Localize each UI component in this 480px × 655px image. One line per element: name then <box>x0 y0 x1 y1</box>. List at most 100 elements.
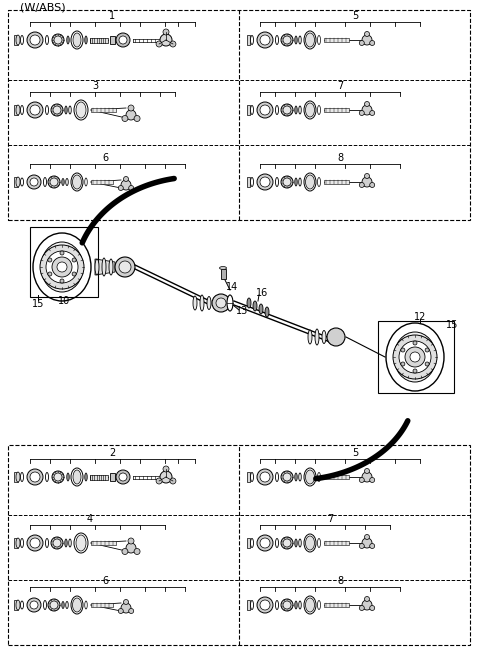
Circle shape <box>60 251 64 255</box>
Ellipse shape <box>276 178 278 187</box>
Ellipse shape <box>276 472 278 481</box>
Circle shape <box>48 272 52 276</box>
Polygon shape <box>324 108 349 112</box>
Circle shape <box>121 603 131 613</box>
Circle shape <box>115 257 135 277</box>
Circle shape <box>364 597 370 601</box>
Ellipse shape <box>62 179 64 185</box>
Polygon shape <box>14 538 18 548</box>
Circle shape <box>360 41 364 45</box>
Circle shape <box>128 538 134 544</box>
Ellipse shape <box>71 173 83 191</box>
Ellipse shape <box>74 533 88 553</box>
Ellipse shape <box>305 175 314 189</box>
Ellipse shape <box>21 35 24 45</box>
Circle shape <box>257 174 273 190</box>
Ellipse shape <box>304 468 316 486</box>
Ellipse shape <box>251 472 253 481</box>
Ellipse shape <box>386 323 444 391</box>
Ellipse shape <box>308 330 312 344</box>
Ellipse shape <box>304 173 316 191</box>
Polygon shape <box>110 36 115 44</box>
Circle shape <box>425 348 429 352</box>
Ellipse shape <box>109 259 113 275</box>
Circle shape <box>119 261 131 273</box>
Circle shape <box>50 178 58 186</box>
Circle shape <box>48 258 52 262</box>
Ellipse shape <box>251 538 253 548</box>
Circle shape <box>405 347 425 367</box>
Ellipse shape <box>251 35 253 45</box>
Circle shape <box>362 105 372 115</box>
Circle shape <box>121 180 131 190</box>
Ellipse shape <box>72 175 82 189</box>
Circle shape <box>360 183 364 187</box>
Ellipse shape <box>71 31 83 49</box>
Circle shape <box>54 36 62 44</box>
Circle shape <box>360 111 364 115</box>
Ellipse shape <box>299 601 301 609</box>
Circle shape <box>134 548 140 555</box>
Circle shape <box>170 41 176 47</box>
Circle shape <box>156 478 162 484</box>
Circle shape <box>30 538 40 548</box>
Ellipse shape <box>295 539 297 547</box>
Ellipse shape <box>276 601 278 610</box>
Text: 7: 7 <box>337 81 343 91</box>
Ellipse shape <box>304 534 316 552</box>
Polygon shape <box>324 603 349 607</box>
Ellipse shape <box>299 106 301 114</box>
Ellipse shape <box>16 600 20 610</box>
Circle shape <box>27 175 41 189</box>
Circle shape <box>116 33 130 47</box>
Ellipse shape <box>200 295 204 311</box>
Circle shape <box>257 535 273 551</box>
Circle shape <box>116 470 130 484</box>
Circle shape <box>128 105 134 111</box>
Circle shape <box>212 294 230 312</box>
Circle shape <box>327 328 345 346</box>
Polygon shape <box>247 105 250 115</box>
Polygon shape <box>91 180 113 184</box>
Ellipse shape <box>71 596 83 614</box>
Circle shape <box>48 176 60 188</box>
Ellipse shape <box>65 539 67 547</box>
Ellipse shape <box>219 267 227 269</box>
Polygon shape <box>95 259 115 275</box>
Circle shape <box>362 600 372 610</box>
Circle shape <box>160 34 172 46</box>
Ellipse shape <box>46 472 48 481</box>
Ellipse shape <box>247 298 251 308</box>
Ellipse shape <box>295 106 297 114</box>
Ellipse shape <box>65 106 67 114</box>
Ellipse shape <box>295 601 297 609</box>
Text: 8: 8 <box>337 153 343 163</box>
Ellipse shape <box>67 473 69 481</box>
Circle shape <box>413 369 417 373</box>
Circle shape <box>51 104 63 116</box>
Ellipse shape <box>299 36 301 44</box>
Circle shape <box>260 105 270 115</box>
Circle shape <box>119 473 127 481</box>
Ellipse shape <box>317 105 321 115</box>
Text: 2: 2 <box>109 448 115 458</box>
Ellipse shape <box>317 35 321 45</box>
Circle shape <box>129 608 134 614</box>
Circle shape <box>370 111 375 115</box>
Circle shape <box>283 178 291 186</box>
Circle shape <box>40 245 84 289</box>
Circle shape <box>53 106 61 114</box>
Circle shape <box>364 31 370 37</box>
Circle shape <box>30 35 40 45</box>
Circle shape <box>123 599 129 605</box>
Ellipse shape <box>69 539 71 547</box>
Circle shape <box>50 601 58 609</box>
Circle shape <box>129 185 134 191</box>
Circle shape <box>281 104 293 116</box>
Circle shape <box>53 539 61 547</box>
Ellipse shape <box>16 35 20 45</box>
Circle shape <box>134 115 140 121</box>
Circle shape <box>27 469 43 485</box>
Text: 5: 5 <box>352 448 358 458</box>
Ellipse shape <box>73 33 81 47</box>
